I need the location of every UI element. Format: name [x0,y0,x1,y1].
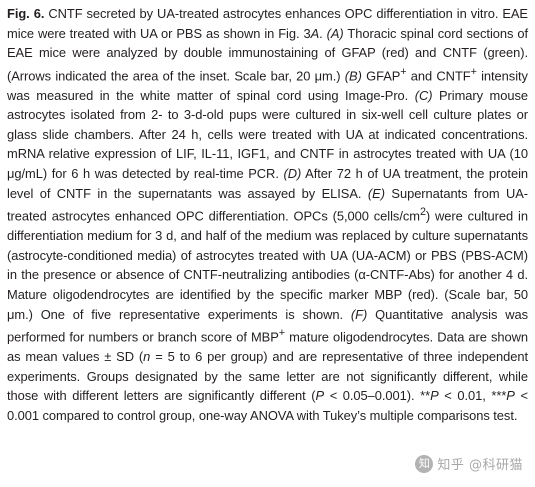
panel-f-p-symbol: P [506,388,515,404]
panel-f-text: mature oligodendrocytes. Data are shown … [7,329,528,364]
zhihu-logo-icon: 知 [415,454,434,473]
panel-a-text: Thoracic spinal cord sections of EAE mic… [7,25,528,84]
panel-f-text: < 0.001 compared to control group, one-w… [7,388,528,423]
panel-b-text: GFAP [366,68,401,84]
panel-a-label: (A) [326,25,344,41]
panel-b-text: and CNTF [410,68,471,84]
watermark-text: 知乎 @科研猫 [437,458,523,473]
panel-f-label: (F) [350,306,368,322]
panel-d-text: After 72 h of UA treatment, the protein … [7,166,528,201]
caption-title-end: . [319,25,323,41]
panel-f-superscript: + [278,327,286,340]
panel-e-label: (E) [367,185,385,201]
panel-b-text: intensity was measured in the white matt… [7,68,528,103]
panel-b-superscript: + [470,65,477,78]
panel-f-p-symbol: P [430,388,439,404]
caption-title-ref: A [310,25,320,41]
caption-title: CNTF secreted by UA-treated astrocytes e… [7,6,528,41]
panel-e-text: ) were cultured in differentiation mediu… [7,208,528,322]
caption-paragraph: Fig. 6. CNTF secreted by UA-treated astr… [7,4,528,425]
panel-b-label: (B) [344,68,362,84]
panel-c-text: Primary mouse astrocytes isolated from 2… [7,87,528,182]
figure-label: Fig. 6. [7,6,45,21]
panel-f-text: < 0.01, *** [444,388,507,404]
panel-b-superscript: + [400,65,407,78]
panel-f-n-symbol: n [143,348,151,364]
panel-f-p-symbol: P [315,388,325,404]
panel-e-text: Supernatants from UA-treated astrocytes … [7,185,528,224]
panel-e-superscript: 2 [419,206,426,219]
panel-f-text: Quantitative analysis was performed for … [7,306,528,345]
watermark: 知 知乎 @科研猫 [415,454,523,473]
figure-caption: Fig. 6. CNTF secreted by UA-treated astr… [7,4,528,425]
panel-f-text: < 0.05–0.001). ** [329,388,431,404]
panel-c-label: (C) [414,87,433,103]
panel-d-label: (D) [283,166,302,182]
panel-f-text: = 5 to 6 per group) and are representati… [7,348,528,404]
